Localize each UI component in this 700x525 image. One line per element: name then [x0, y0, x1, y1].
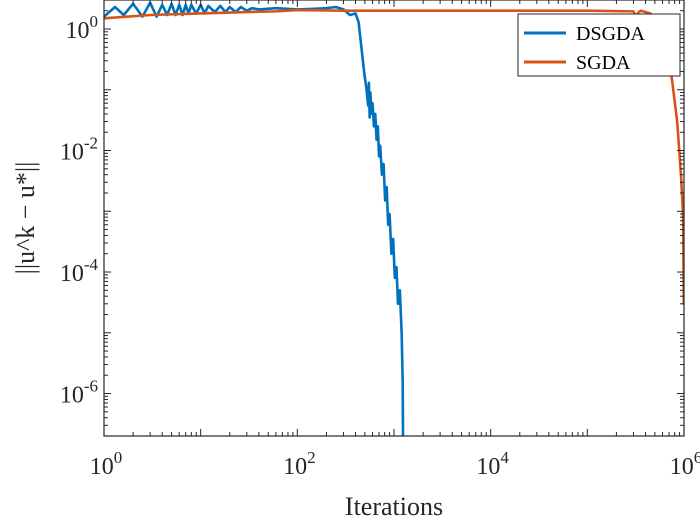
y-tick-label: 10-6	[60, 377, 98, 409]
x-tick-label: 104	[476, 448, 509, 480]
x-tick-label: 100	[90, 448, 123, 480]
y-tick-label: 100	[66, 12, 99, 44]
y-tick-label: 10-2	[60, 134, 98, 166]
legend-label-sgda: SGDA	[576, 52, 631, 74]
legend-label-dsgda: DSGDA	[576, 23, 645, 45]
x-tick-label: 106	[670, 448, 700, 480]
x-axis-label: Iterations	[345, 492, 443, 521]
legend-box	[517, 13, 681, 77]
x-tick-label: 102	[283, 448, 316, 480]
tick-marks	[103, 0, 685, 437]
x-tick-labels: 100 102 104 106	[90, 448, 700, 480]
y-tick-labels: 100 10-2 10-4 10-6	[60, 12, 99, 409]
y-tick-label: 10-4	[60, 255, 99, 287]
series-line-dsgda	[104, 1, 405, 436]
legend: DSGDA SGDA	[517, 13, 681, 77]
y-axis-label: ||u^k − u*||	[11, 162, 40, 275]
